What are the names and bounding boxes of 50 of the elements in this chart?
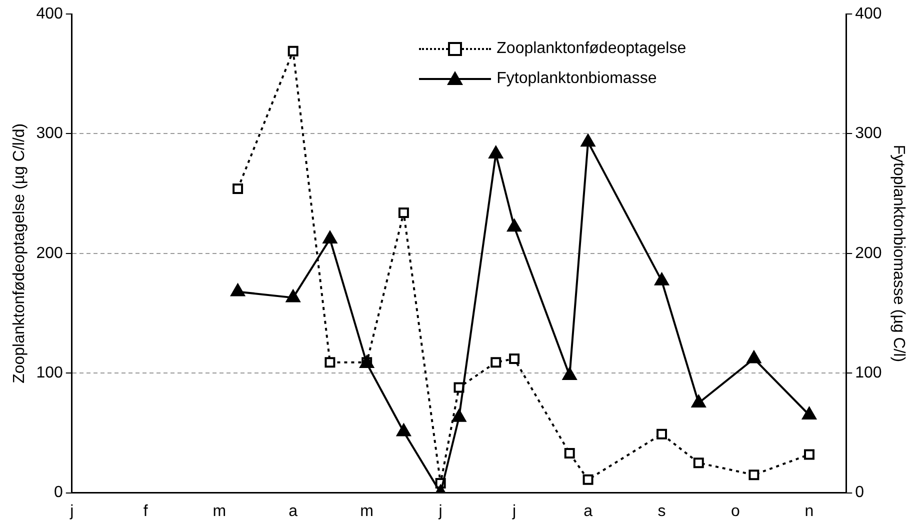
point — [490, 357, 502, 368]
y2-tick-label: 300 — [855, 125, 882, 142]
point — [288, 46, 298, 56]
y2-tick-label: 0 — [855, 484, 864, 502]
point — [582, 474, 594, 485]
point — [398, 207, 409, 218]
x-tick-label: j — [438, 502, 442, 520]
point — [804, 449, 814, 460]
point — [580, 134, 596, 147]
y-tick-label: 0 — [54, 484, 63, 502]
x-tick-label: m — [212, 502, 226, 520]
y2-axis-title: Fytoplanktonbiomasse (µg C/l) — [890, 144, 907, 362]
point — [286, 290, 300, 302]
y2-tick-label: 400 — [855, 5, 882, 22]
x-tick-label: m — [360, 502, 374, 520]
point — [802, 406, 816, 420]
point — [452, 409, 466, 422]
legend-label: Zooplanktonfødeoptagelse — [496, 40, 686, 58]
point — [692, 395, 706, 408]
y-tick-label: 200 — [36, 244, 63, 262]
point — [507, 219, 522, 232]
y2-tick-label: 100 — [855, 364, 882, 382]
point — [656, 428, 668, 440]
x-tick-label: a — [584, 502, 593, 520]
x-tick-label: n — [804, 502, 814, 520]
y-tick-label: 300 — [36, 125, 63, 142]
y-tick-label: 400 — [36, 5, 63, 22]
x-tick-label: j — [512, 502, 516, 520]
y-axis-title: Zooplanktonfødeoptagelse (µg C/l/d) — [11, 123, 28, 384]
legend-label: Fytoplanktonbiomasse — [496, 70, 657, 88]
point — [230, 284, 245, 296]
point — [488, 146, 503, 159]
x-tick-label: a — [288, 502, 298, 520]
point — [396, 424, 411, 436]
point — [562, 367, 577, 380]
point — [748, 470, 760, 480]
y-tick-label: 100 — [36, 364, 63, 382]
point — [322, 231, 338, 244]
x-tick-label: o — [731, 502, 740, 520]
point — [693, 458, 704, 468]
point — [324, 357, 336, 368]
x-tick-label: f — [143, 502, 148, 520]
x-tick-label: s — [658, 502, 666, 520]
point — [654, 272, 669, 286]
point — [564, 448, 575, 459]
point — [509, 353, 520, 364]
x-tick-label: j — [69, 502, 74, 520]
point — [746, 350, 761, 364]
point — [232, 184, 244, 194]
y2-tick-label: 200 — [855, 244, 882, 262]
